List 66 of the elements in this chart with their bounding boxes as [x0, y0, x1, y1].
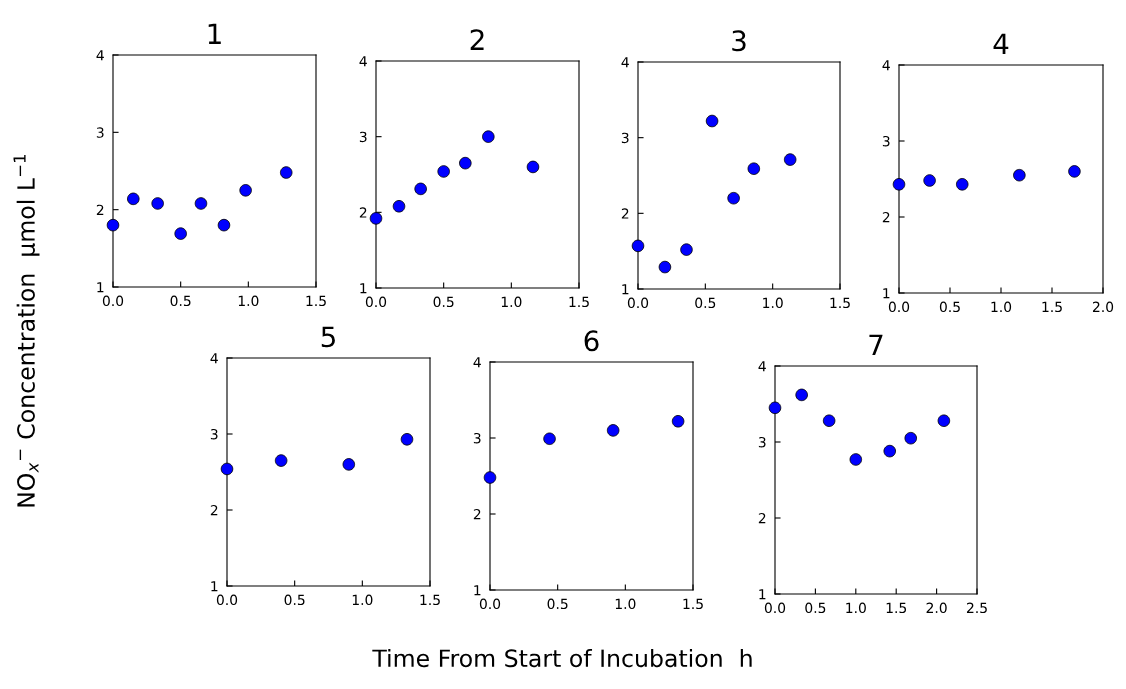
- y-tick-label: 4: [96, 50, 104, 61]
- y-tick-label: 1: [474, 585, 481, 596]
- y-tick-label: 4: [359, 56, 367, 67]
- x-tick-label: 0.5: [939, 301, 960, 313]
- y-tick-label: 3: [758, 436, 766, 448]
- x-tick-label: 1.0: [352, 594, 373, 606]
- y-tick-label: 4: [210, 353, 218, 364]
- y-tick-label: 4: [882, 60, 890, 71]
- x-tick-label: 0.5: [433, 296, 454, 308]
- y-tick-label: 2: [621, 208, 629, 219]
- y-tick-label: 1: [622, 284, 629, 295]
- x-tick-label: 0.0: [216, 594, 238, 606]
- x-tick-label: 0.0: [479, 598, 501, 610]
- y-tick-label: 3: [96, 127, 104, 138]
- y-tick-label: 3: [359, 131, 367, 143]
- x-tick-label: 2.5: [966, 602, 987, 614]
- y-tick-label: 3: [882, 135, 890, 147]
- x-tick-label: 0.0: [102, 295, 124, 307]
- x-tick-label: 0.5: [170, 295, 191, 307]
- x-tick-label: 1.0: [763, 297, 783, 309]
- x-tick-label: 1.0: [615, 598, 636, 610]
- x-tick-label: 1.0: [501, 296, 522, 308]
- x-tick-label: 2.0: [1092, 301, 1114, 313]
- x-tick-label: 0.5: [805, 602, 826, 614]
- chart-title: 7: [869, 334, 883, 355]
- y-tick-label: 2: [758, 512, 766, 524]
- chart-title: 6: [584, 330, 599, 352]
- x-tick-label: 0.0: [764, 602, 786, 614]
- x-tick-label: 1.5: [420, 594, 440, 606]
- y-tick-label: 2: [882, 211, 890, 223]
- x-tick-label: 0.0: [365, 296, 387, 308]
- chart-title: 5: [321, 326, 335, 348]
- x-tick-label: 1.5: [306, 295, 326, 307]
- x-tick-label: 1.5: [830, 297, 850, 309]
- y-tick-label: 4: [758, 361, 766, 372]
- y-tick-label: 1: [883, 288, 890, 299]
- x-tick-label: 0.5: [284, 594, 305, 606]
- x-tick-label: 1.5: [683, 598, 703, 610]
- x-axis-title: Time From Start of Incubation h: [372, 648, 752, 668]
- x-tick-label: 0.0: [627, 297, 649, 309]
- x-tick-label: 1.0: [238, 295, 259, 307]
- x-tick-label: 1.5: [1042, 301, 1062, 313]
- x-tick-label: 1.0: [846, 602, 866, 614]
- x-tick-label: 0.0: [888, 301, 910, 313]
- x-tick-label: 0.5: [547, 598, 568, 610]
- x-tick-label: 1.5: [569, 296, 589, 308]
- x-tick-label: 1.0: [991, 301, 1012, 313]
- y-tick-label: 1: [759, 589, 766, 600]
- y-tick-label: 2: [359, 207, 367, 218]
- y-tick-label: 4: [473, 357, 481, 368]
- y-tick-label: 1: [211, 581, 218, 592]
- y-tick-label: 1: [360, 283, 367, 294]
- y-tick-label: 2: [473, 508, 481, 520]
- x-tick-label: 0.5: [695, 297, 716, 309]
- y-tick-label: 2: [210, 504, 218, 516]
- chart-title: 4: [993, 33, 1009, 54]
- y-tick-label: 3: [210, 428, 218, 440]
- y-tick-label: 3: [473, 432, 481, 444]
- y-tick-label: 3: [621, 132, 629, 144]
- chart-title: 3: [732, 30, 746, 52]
- y-axis-title: NO$_{x}$$^{−}$ Concentration μmol L$^{−1}$: [13, 154, 40, 507]
- y-tick-label: 1: [97, 282, 104, 293]
- x-tick-label: 2.0: [926, 602, 947, 614]
- y-tick-label: 4: [621, 57, 629, 68]
- x-tick-label: 1.5: [886, 602, 907, 614]
- y-tick-label: 2: [96, 204, 104, 215]
